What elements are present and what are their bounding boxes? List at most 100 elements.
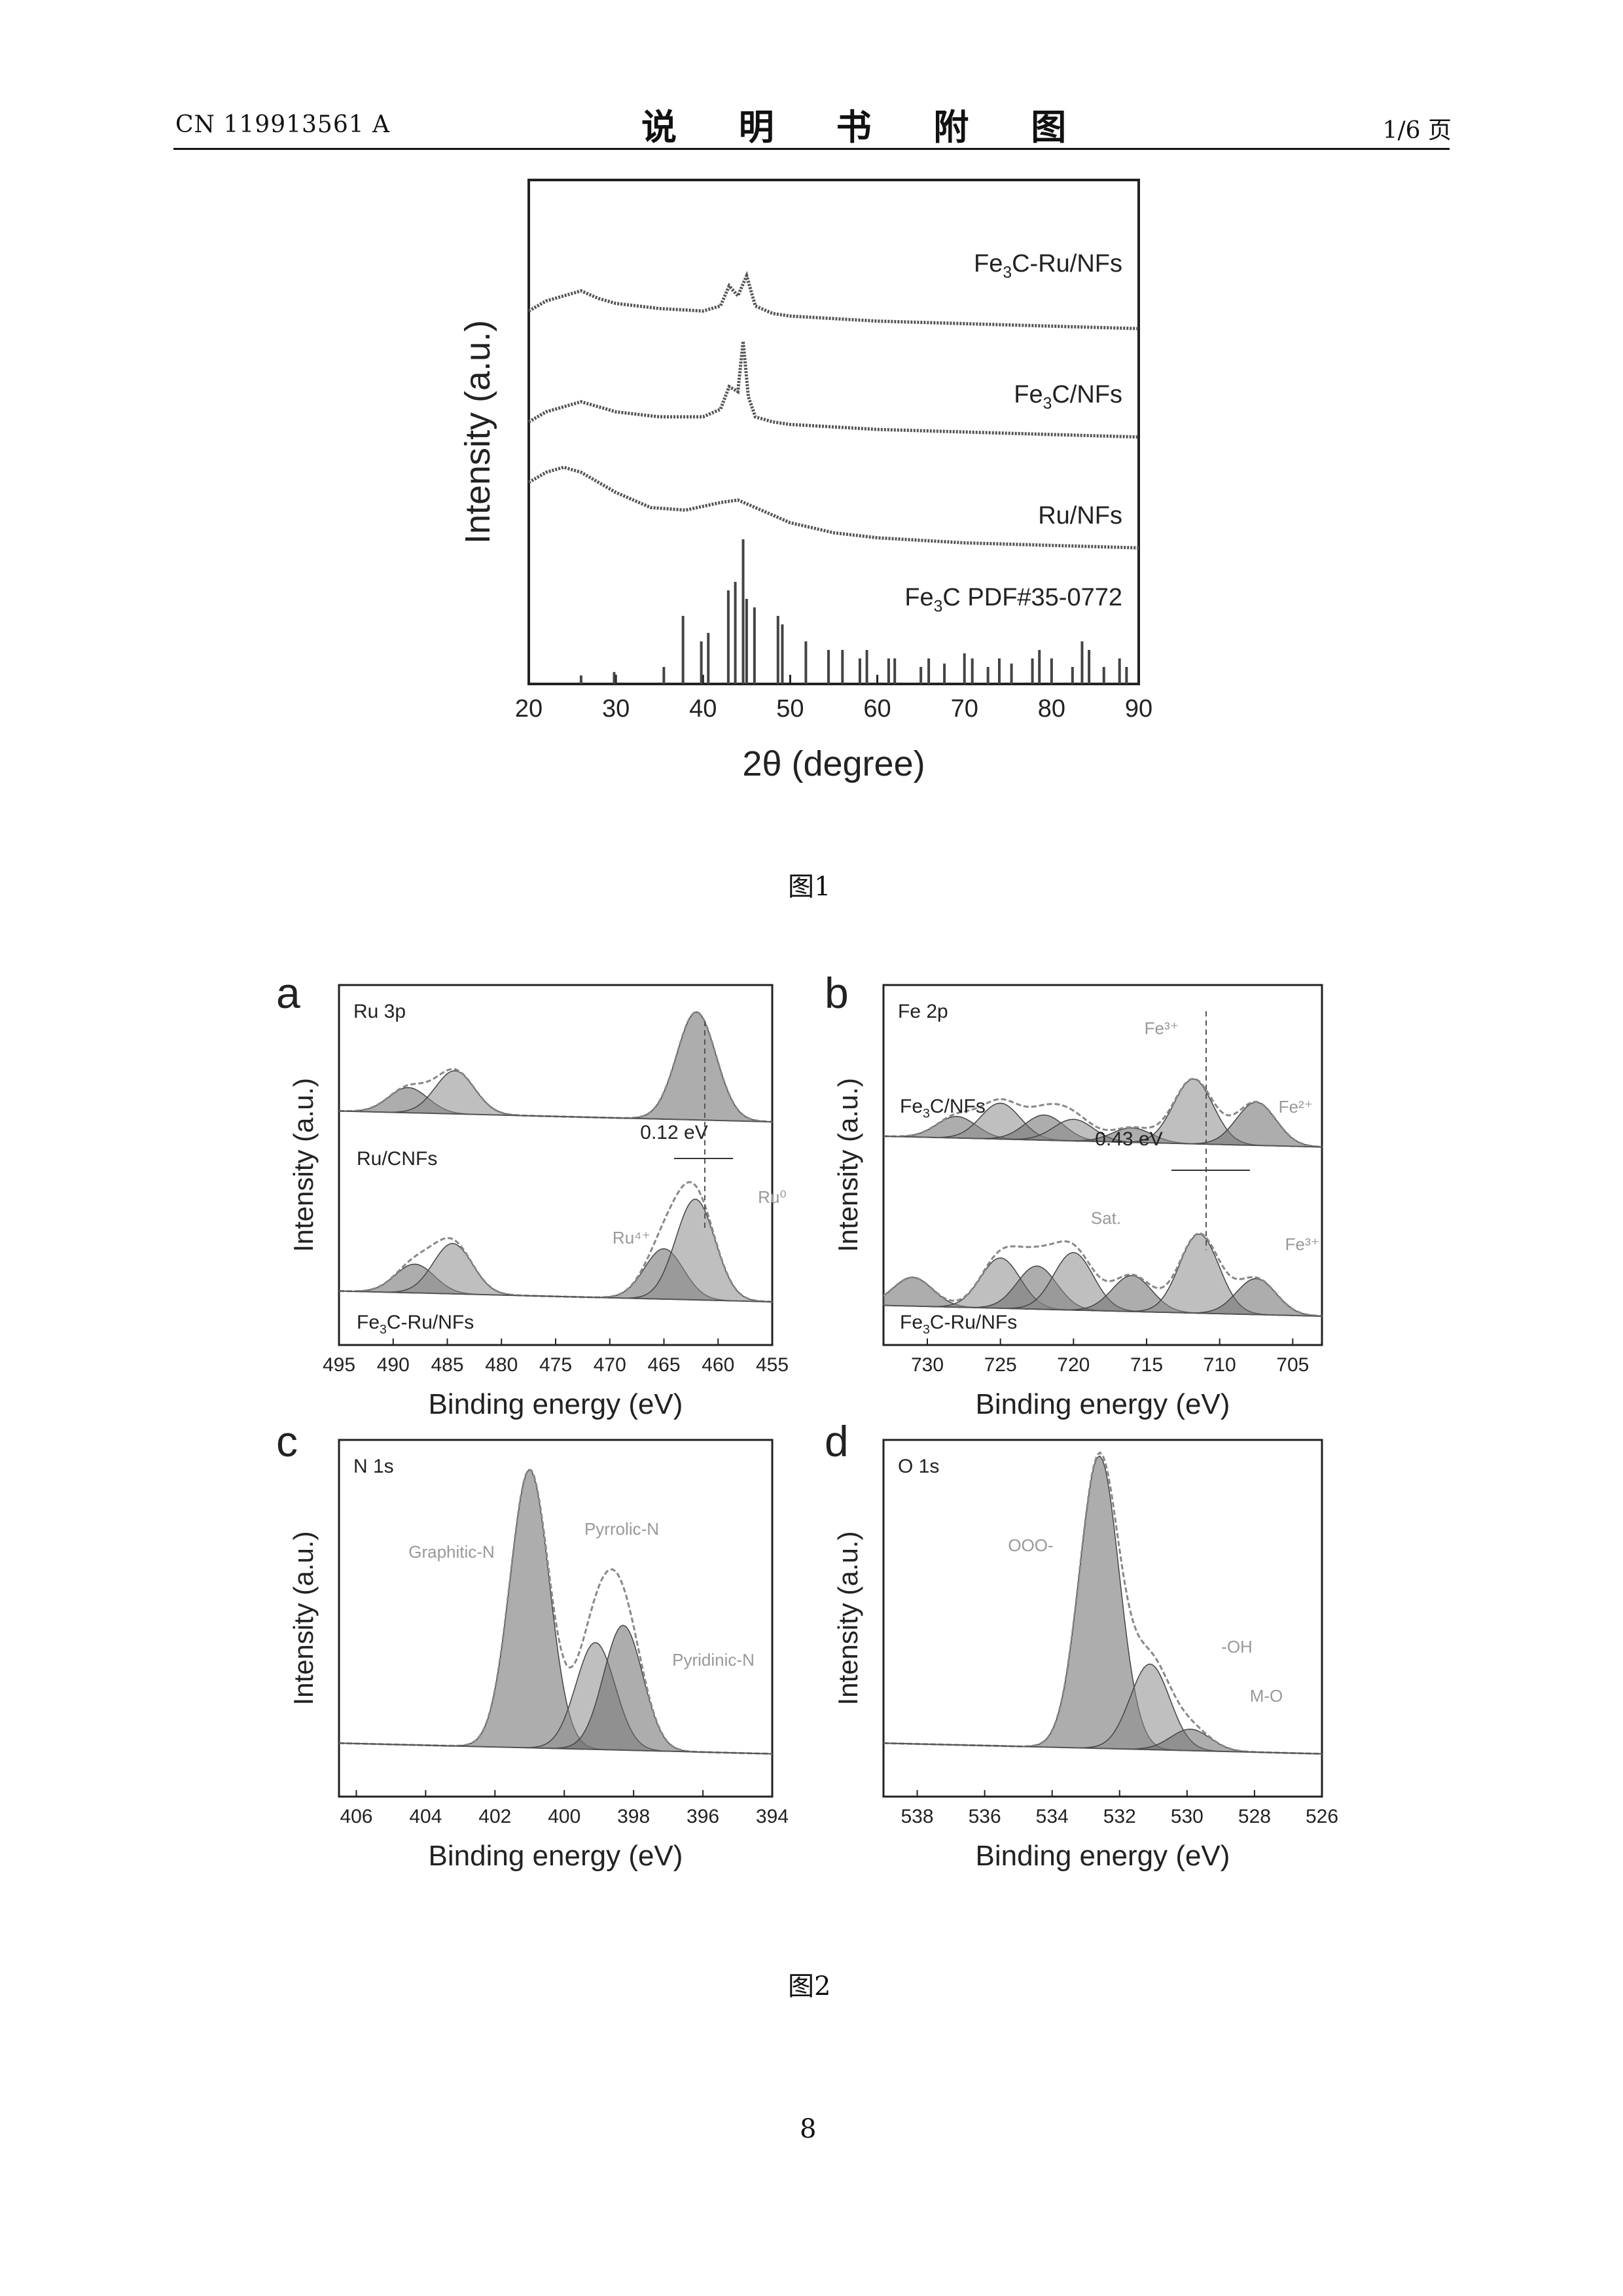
xps-annotation: OOO- <box>1008 1535 1053 1555</box>
xps-x-tick-label: 480 <box>485 1354 518 1376</box>
xps-fit-peak <box>338 1011 773 1122</box>
xrd-series-line <box>527 341 1139 439</box>
xps-annotation: Fe²⁺ <box>1279 1097 1313 1117</box>
xps-envelope-line <box>338 1181 773 1303</box>
xps-fit-peak <box>338 1248 773 1302</box>
xrd-series-label: Fe3C-Ru/NFs <box>974 250 1122 282</box>
xps-fit-peak <box>883 1114 1323 1148</box>
xps-fit-peak <box>883 1275 1323 1317</box>
xps-x-tick-label: 406 <box>340 1806 372 1827</box>
xps-series-label: Fe3C/NFs <box>900 1096 986 1121</box>
xrd-x-tick-label: 70 <box>951 695 978 723</box>
xps-envelope-line <box>883 1232 1323 1318</box>
xps-plot-frame <box>882 1439 1323 1798</box>
xrd-y-axis-label: Intensity (a.u.) <box>458 320 497 544</box>
xps-fit-peak <box>338 1624 773 1755</box>
xps-x-tick-label: 398 <box>617 1806 650 1827</box>
xps-panel-d: d O 1s 538 536 534 532 530 528 526 Binding energy… <box>825 1417 1338 1872</box>
xps-fit-peak <box>338 1641 773 1755</box>
xps-y-axis-label: Intensity (a.u.) <box>288 1078 319 1252</box>
xps-fit-peak <box>883 1265 1323 1317</box>
xrd-plot-frame <box>527 179 1140 685</box>
xrd-series-line <box>527 465 1139 550</box>
xps-fit-peak <box>883 1119 1323 1148</box>
xps-panel-title: O 1s <box>898 1456 939 1477</box>
xps-fit-peak <box>338 1070 773 1122</box>
xps-annotation: Graphitic-N <box>408 1542 494 1562</box>
xps-x-tick-label: 460 <box>702 1354 734 1376</box>
xps-plot-frame <box>338 984 774 1346</box>
xps-fit-peak <box>883 1233 1323 1317</box>
xps-x-axis-label: Binding energy (eV) <box>429 1840 683 1872</box>
xps-x-tick-label: 532 <box>1103 1806 1136 1827</box>
xps-fit-peak <box>883 1251 1323 1317</box>
xrd-x-tick-label: 20 <box>515 695 543 723</box>
xps-series-label: Fe3C-Ru/NFs <box>357 1312 474 1337</box>
xps-fit-peak <box>883 1455 1323 1755</box>
xps-panel-title: Ru 3p <box>353 1001 406 1022</box>
xps-x-tick-label: 710 <box>1204 1354 1236 1376</box>
xps-baseline <box>338 1742 773 1755</box>
xps-x-tick-label: 470 <box>594 1354 626 1376</box>
xps-y-axis-label: Intensity (a.u.) <box>832 1078 863 1252</box>
xps-x-tick-label: 528 <box>1238 1806 1271 1827</box>
xps-annotation: 0.12 eV <box>640 1122 707 1143</box>
xps-fit-peak <box>338 1469 773 1755</box>
xps-baseline <box>338 1110 773 1122</box>
xps-series-label: Fe3C-Ru/NFs <box>900 1312 1017 1337</box>
xps-annotation: M-O <box>1250 1686 1283 1706</box>
xrd-reference-label: Fe3C PDF#35-0772 <box>904 584 1122 616</box>
xps-fit-peak <box>883 1102 1323 1148</box>
xps-x-tick-label: 490 <box>377 1354 410 1376</box>
xps-baseline <box>883 1136 1323 1148</box>
xps-annotation: 0.43 eV <box>1095 1128 1162 1150</box>
xps-x-tick-label: 400 <box>548 1806 580 1827</box>
xrd-series-line <box>527 270 1139 331</box>
xps-envelope-line <box>883 1451 1323 1755</box>
patent-number: CN 119913561 A <box>175 111 391 138</box>
xps-x-tick-label: 402 <box>478 1806 511 1827</box>
xps-panel-b: b Fe 2p 730 725 720 715 710 705 Binding energy (… <box>825 969 1323 1420</box>
xrd-x-tick-label: 50 <box>776 695 804 723</box>
xps-baseline <box>883 1304 1323 1317</box>
xps-panel-a: a Ru 3p 495 490 485 480 475 470 465 460 455 Binding… <box>276 969 789 1420</box>
xps-annotation: Ru⁰ <box>758 1187 787 1207</box>
xps-annotation: Pyridinic-N <box>672 1650 755 1670</box>
xps-fit-peak <box>883 1116 1323 1148</box>
xps-envelope-line <box>338 1011 773 1123</box>
xrd-x-tick-label: 90 <box>1125 695 1152 723</box>
xps-baseline <box>883 1742 1323 1755</box>
xps-x-tick-label: 394 <box>756 1806 789 1827</box>
figure1-caption: 图1 <box>788 872 831 902</box>
xps-fit-peak <box>338 1263 773 1302</box>
xps-envelope-line <box>883 1077 1323 1148</box>
xps-x-tick-label: 404 <box>409 1806 442 1827</box>
xps-x-tick-label: 495 <box>323 1354 355 1376</box>
xps-x-tick-label: 715 <box>1130 1354 1163 1376</box>
xps-fit-peak <box>883 1102 1323 1148</box>
xps-annotation: -OH <box>1221 1637 1253 1657</box>
xps-series-label: Ru/CNFs <box>357 1148 437 1170</box>
xps-annotation: Pyrrolic-N <box>584 1519 659 1539</box>
figure1-xrd-chart: 20 30 40 50 60 70 80 90 2θ (degree) Intensity (a.… <box>458 179 1152 783</box>
xps-envelope-line <box>338 1468 773 1755</box>
xrd-x-tick-label: 30 <box>602 695 630 723</box>
xps-annotation: Fe³⁺ <box>1285 1234 1320 1254</box>
xps-panel-title: N 1s <box>353 1456 394 1477</box>
panel-letter: c <box>276 1417 298 1465</box>
xps-plot-frame <box>882 984 1323 1346</box>
xps-fit-peak <box>883 1729 1323 1755</box>
xps-x-tick-label: 725 <box>984 1354 1017 1376</box>
panel-letter: d <box>825 1417 849 1465</box>
xps-x-tick-label: 530 <box>1171 1806 1204 1827</box>
xps-y-axis-label: Intensity (a.u.) <box>288 1531 319 1705</box>
xps-x-tick-label: 455 <box>756 1354 789 1376</box>
xps-fit-peak <box>883 1663 1323 1755</box>
xps-fit-peak <box>883 1078 1323 1148</box>
xrd-series-label: Fe3C/NFs <box>1014 381 1122 413</box>
panel-letter: b <box>825 969 849 1017</box>
page-of: 1/6 页 <box>1382 117 1452 144</box>
xps-x-tick-label: 475 <box>539 1354 572 1376</box>
xrd-x-tick-label: 60 <box>863 695 891 723</box>
xps-plot-frame <box>338 1439 774 1798</box>
